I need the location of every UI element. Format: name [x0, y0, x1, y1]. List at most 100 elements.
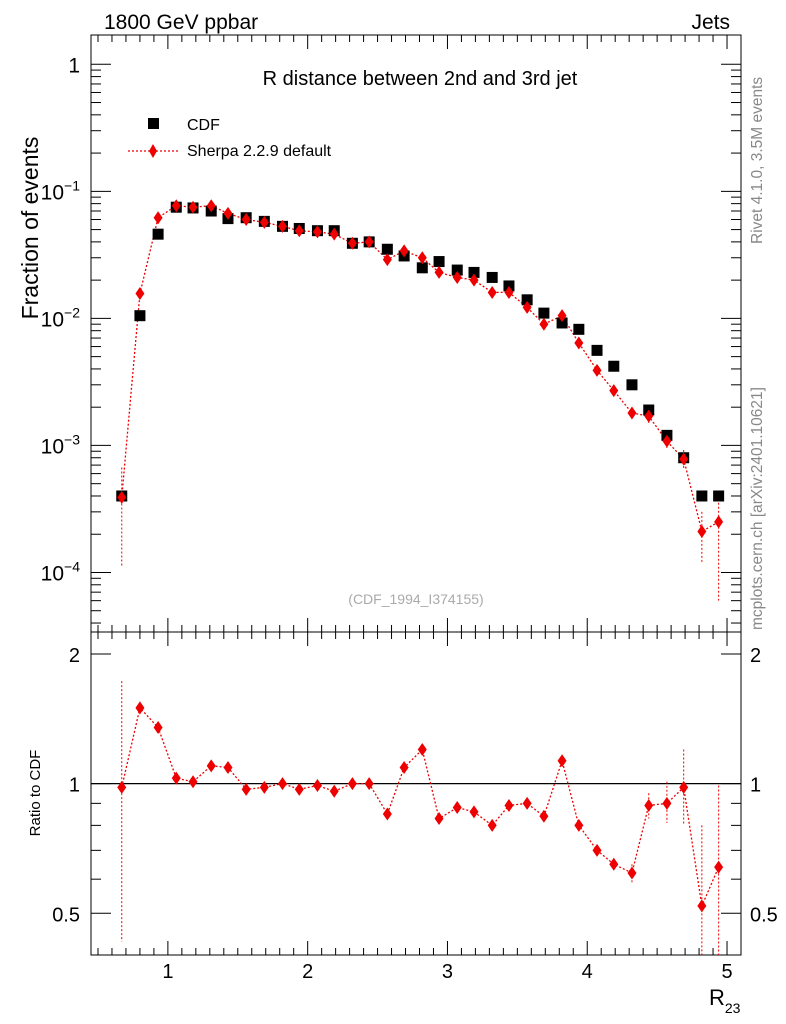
ratio-data-point [399, 761, 409, 775]
ratio-data-point [135, 701, 145, 715]
ratio-data-point [609, 857, 619, 871]
ratio-data-point [504, 798, 514, 812]
watermark: (CDF_1994_I374155) [348, 591, 483, 607]
ratio-y-tick-label: 2 [69, 645, 80, 667]
cdf-data-point [713, 490, 725, 502]
x-tick-label: 1 [162, 961, 173, 983]
mc-data-point [364, 235, 374, 249]
mc-data-point [117, 490, 127, 504]
mc-data-point [382, 253, 392, 267]
mc-data-point [557, 309, 567, 323]
cdf-data-point [134, 310, 146, 322]
mc-data-point [469, 273, 479, 287]
mc-data-point [294, 224, 304, 238]
ratio-y-tick-label: 0.5 [52, 904, 80, 926]
mc-data-point [347, 236, 357, 250]
cdf-data-point [538, 307, 550, 319]
y-axis-label: Fraction of events [17, 137, 43, 320]
ratio-data-point [312, 779, 322, 793]
ratio-data-point [697, 899, 707, 913]
legend-marker-mc [149, 144, 157, 158]
mc-data-point [259, 215, 269, 229]
header-left: 1800 GeV ppbar [104, 11, 258, 34]
mc-data-point [662, 434, 672, 448]
ratio-data-point [679, 780, 689, 794]
mc-data-point [487, 285, 497, 299]
x-axis-label: R23 [709, 985, 741, 1016]
x-tick-label: 5 [721, 961, 732, 983]
y-tick-label: 10−3 [41, 431, 81, 458]
mc-data-point [504, 285, 514, 299]
ratio-data-point [294, 782, 304, 796]
ratio-y-axis-label: Ratio to CDF [27, 750, 44, 837]
ratio-y-tick-label: 1 [69, 775, 80, 797]
mc-data-point [592, 363, 602, 377]
mc-data-point [171, 199, 181, 213]
mc-data-point [223, 206, 233, 220]
ratio-data-point [452, 801, 462, 815]
ratio-data-point [469, 805, 479, 819]
mc-data-point [627, 406, 637, 420]
mc-data-point [574, 336, 584, 350]
mc-data-point [697, 525, 707, 539]
ratio-data-point [206, 759, 216, 773]
series [116, 199, 725, 955]
axes [91, 35, 741, 956]
mc-data-point [679, 452, 689, 466]
y-tick-label: 10−1 [41, 177, 81, 204]
y-tick-label: 10−4 [41, 558, 81, 585]
ratio-data-point [574, 818, 584, 832]
mc-data-point [644, 409, 654, 423]
legend-marker-cdf [148, 118, 159, 129]
mc-data-point [452, 270, 462, 284]
ratio-data-point [241, 782, 251, 796]
cdf-data-point [433, 256, 445, 268]
ratio-data-point [662, 796, 672, 810]
mc-data-point [522, 300, 532, 314]
cdf-data-point [468, 266, 480, 278]
ratio-data-point [417, 743, 427, 757]
ratio-data-point [259, 780, 269, 794]
ratio-data-point [329, 784, 339, 798]
side-label-bottom: mcplots.cern.ch [arXiv:2401.10621] [749, 387, 766, 630]
ratio-data-point [171, 771, 181, 785]
cdf-data-point [381, 243, 393, 255]
ratio-data-point [627, 866, 637, 880]
x-tick-label: 2 [302, 961, 313, 983]
mc-data-point [399, 244, 409, 258]
ratio-data-point [434, 811, 444, 825]
legend-label-cdf: CDF [187, 117, 220, 134]
ratio-data-point [153, 721, 163, 735]
cdf-data-point [521, 294, 533, 306]
cdf-data-point [573, 323, 585, 335]
mc-data-point [188, 200, 198, 214]
ratio-data-point [188, 775, 198, 789]
ratio-data-point [382, 807, 392, 821]
ratio-data-point [522, 796, 532, 810]
ratio-data-point [557, 754, 567, 768]
ratio-data-point [278, 777, 288, 791]
cdf-data-point [626, 379, 638, 391]
cdf-data-point [696, 490, 708, 502]
ratio-y-tick-label-right: 2 [750, 645, 761, 667]
mc-data-point [278, 219, 288, 233]
mc-data-point [329, 227, 339, 241]
ratio-data-point [364, 777, 374, 791]
mc-data-point [539, 317, 549, 331]
cdf-data-point [486, 271, 498, 283]
mc-data-point [714, 515, 724, 529]
tick-labels: 1 2 3 4 5 1 10−1 10−2 10−3 10−4 2 2 1 1 0.5 0.5 [41, 54, 778, 983]
mc-line [121, 205, 719, 533]
cdf-data-point [608, 360, 620, 372]
mc-data-point [417, 251, 427, 265]
cdf-data-point [416, 262, 428, 274]
legend: CDF Sherpa 2.2.9 default [128, 117, 332, 160]
header-right: Jets [691, 11, 730, 34]
ratio-data-point [223, 761, 233, 775]
ratio-y-tick-label-right: 1 [750, 775, 761, 797]
ratio-data-point [487, 818, 497, 832]
x-tick-label: 3 [442, 961, 453, 983]
side-label-top: Rivet 4.1.0, 3.5M events [749, 77, 766, 244]
mc-data-point [241, 213, 251, 227]
